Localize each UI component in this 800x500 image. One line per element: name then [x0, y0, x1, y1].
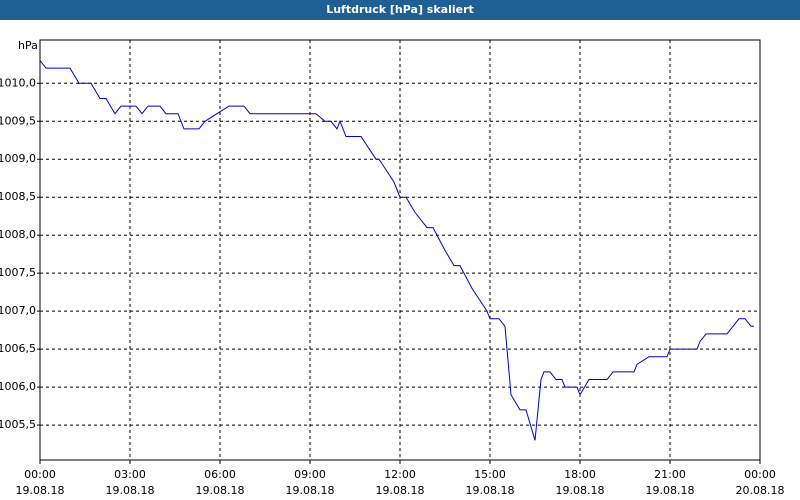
y-tick-label: 1008,0 — [0, 228, 36, 241]
x-tick-label: 06:00 — [204, 468, 236, 481]
x-tick-label: 09:00 — [294, 468, 326, 481]
data-line — [39, 60, 754, 441]
x-tick-date: 19.08.18 — [16, 484, 65, 497]
y-tick-label: 1009,5 — [0, 114, 36, 127]
x-tick-date: 19.08.18 — [466, 484, 515, 497]
y-tick-label: 1007,0 — [0, 304, 36, 317]
x-tick-label: 21:00 — [654, 468, 686, 481]
y-tick-label: 1007,5 — [0, 266, 36, 279]
x-tick-date: 19.08.18 — [196, 484, 245, 497]
x-tick-label: 00:00 — [744, 468, 776, 481]
y-tick-label: 1010,0 — [0, 76, 36, 89]
y-axis-label: hPa — [18, 39, 38, 52]
title-bar — [0, 0, 800, 20]
chart-title: Luftdruck [hPa] skaliert — [326, 3, 474, 16]
y-tick-label: 1006,5 — [0, 342, 36, 355]
y-tick-label: 1005,5 — [0, 418, 36, 431]
x-tick-label: 03:00 — [114, 468, 146, 481]
x-tick-date: 19.08.18 — [106, 484, 155, 497]
x-tick-label: 00:00 — [24, 468, 56, 481]
x-tick-date: 19.08.18 — [556, 484, 605, 497]
x-tick-date: 20.08.18 — [736, 484, 785, 497]
x-tick-date: 19.08.18 — [376, 484, 425, 497]
x-tick-label: 18:00 — [564, 468, 596, 481]
y-tick-label: 1006,0 — [0, 380, 36, 393]
x-tick-label: 12:00 — [384, 468, 416, 481]
x-tick-date: 19.08.18 — [286, 484, 335, 497]
x-tick-label: 15:00 — [474, 468, 506, 481]
y-tick-label: 1008,5 — [0, 190, 36, 203]
x-tick-date: 19.08.18 — [646, 484, 695, 497]
y-tick-label: 1009,0 — [0, 152, 36, 165]
